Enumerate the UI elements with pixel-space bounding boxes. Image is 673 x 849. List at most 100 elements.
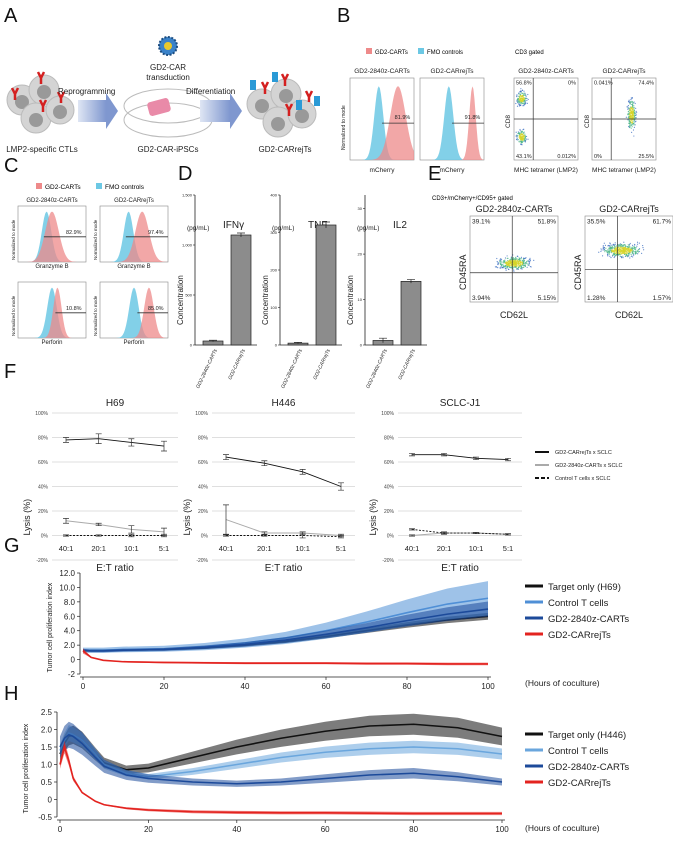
y-tick-label: 60%	[38, 460, 49, 466]
event-dot	[636, 111, 638, 113]
event-dot	[613, 251, 615, 253]
event-dot	[633, 123, 635, 125]
event-dot	[525, 262, 527, 264]
event-dot	[521, 92, 523, 94]
event-dot	[633, 115, 635, 117]
event-dot	[628, 249, 630, 251]
y-tick-label: -20%	[196, 558, 208, 564]
event-dot	[620, 253, 623, 255]
error-band	[83, 601, 488, 653]
event-dot	[527, 264, 529, 266]
y-tick-label: 40%	[384, 485, 395, 491]
error-bar	[407, 279, 415, 284]
step-label-ipscs: GD2-CAR-iPSCs	[138, 145, 199, 154]
event-dot	[523, 131, 525, 133]
event-dot	[506, 261, 508, 263]
cd8-tetramer-scatter: 0.041% 74.4% 0% 25.5%	[591, 77, 657, 161]
y-tick-label: 20%	[384, 509, 395, 515]
event-dot	[628, 245, 630, 247]
event-dot	[503, 265, 505, 267]
fmo-histogram	[100, 287, 168, 338]
event-dot	[520, 258, 522, 260]
event-dot	[519, 258, 521, 260]
x-tick-label: 80	[403, 682, 412, 691]
event-dot	[628, 116, 630, 118]
event-dot	[635, 114, 637, 116]
gate-percent: 81.9%	[395, 115, 411, 121]
event-dot	[628, 255, 630, 257]
event-dot	[634, 253, 637, 255]
event-dot	[630, 127, 632, 129]
event-dot	[629, 108, 631, 110]
error-bar	[505, 457, 511, 462]
event-dot	[630, 254, 633, 256]
legend-fmo-controls: FMO controls	[105, 184, 145, 191]
event-dot	[609, 249, 612, 251]
event-dot	[608, 247, 611, 249]
hist-title: GD2-2840z-CARTs	[26, 198, 77, 204]
series-line	[412, 454, 509, 460]
event-dot	[524, 265, 527, 268]
event-dot	[643, 249, 645, 251]
event-dot	[610, 252, 613, 254]
event-dot	[629, 257, 631, 259]
event-dot	[633, 135, 635, 137]
event-dot	[633, 124, 635, 126]
event-dot	[520, 132, 522, 134]
y-tick-label: 10	[358, 297, 363, 302]
event-dot	[508, 263, 510, 265]
event-dot	[631, 126, 633, 128]
series-line	[82, 650, 488, 665]
event-dot	[517, 267, 520, 269]
event-dot	[524, 139, 527, 141]
error-bar	[299, 469, 306, 475]
event-dot	[630, 117, 632, 119]
event-dot	[499, 267, 501, 269]
event-dot	[514, 260, 517, 263]
hist-title: GD2-CARrejTs	[114, 198, 154, 204]
legend-label: Target only (H69)	[548, 582, 621, 593]
y-tick-label: 1.5	[41, 743, 53, 752]
chart-title: H69	[106, 398, 125, 409]
x-tick-label: 40	[232, 825, 241, 834]
event-dot	[522, 261, 525, 263]
event-dot	[525, 138, 527, 140]
event-dot	[635, 117, 637, 119]
series-line	[225, 456, 342, 487]
event-dot	[636, 249, 638, 252]
error-bar	[63, 534, 69, 537]
x-tick-label: 5:1	[503, 544, 513, 553]
series-line	[82, 608, 489, 652]
event-dot	[515, 266, 517, 268]
y-tick-label: 80%	[198, 436, 209, 442]
event-dot	[524, 138, 526, 140]
y-tick-label: 20%	[38, 509, 49, 515]
y-tick-label: 40%	[38, 485, 49, 491]
event-dot	[628, 247, 630, 249]
event-dot	[601, 249, 603, 251]
car-histogram	[420, 86, 484, 160]
event-dot	[626, 254, 628, 257]
event-dot	[600, 248, 602, 250]
event-dot	[512, 264, 514, 266]
y-tick-label: 2.5	[41, 708, 53, 717]
legend-label: GD2-2840z-CARTs	[548, 762, 629, 773]
event-dot	[524, 133, 526, 135]
y-tick-label: 400	[270, 193, 277, 198]
error-bar	[473, 532, 479, 535]
event-dot	[526, 266, 528, 268]
event-dot	[518, 96, 520, 98]
event-dot	[635, 107, 637, 109]
event-dot	[631, 108, 634, 111]
event-dot	[618, 248, 620, 250]
y-tick-label: 0%	[41, 534, 49, 540]
event-dot	[631, 112, 634, 115]
hist-xlabel: Granzyme B	[35, 264, 68, 270]
event-dot	[627, 114, 629, 116]
y-tick-label: -20%	[382, 558, 394, 564]
event-dot	[615, 245, 618, 247]
event-dot	[522, 262, 525, 265]
cd8-tetramer-scatter: 56.8% 0% 43.1% 0.012%	[513, 77, 579, 161]
event-dot	[607, 244, 610, 247]
panel-label-h: H	[4, 683, 18, 705]
